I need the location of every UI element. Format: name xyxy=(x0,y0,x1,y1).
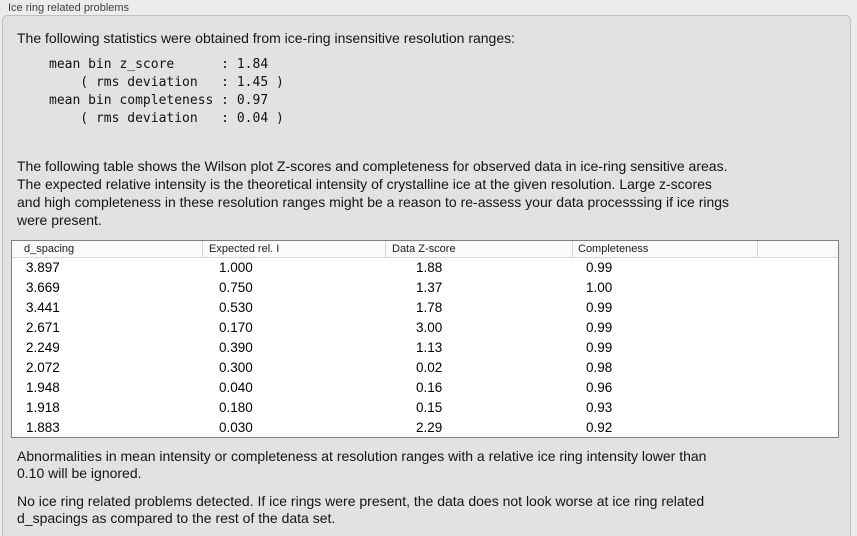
table-cell: 2.249 xyxy=(26,340,60,355)
table-cell xyxy=(758,318,838,338)
table-row[interactable]: 1.918 0.180 0.15 0.93 xyxy=(12,398,838,418)
table-row[interactable]: 3.897 1.000 1.88 0.99 xyxy=(12,258,838,278)
table-cell: 3.441 xyxy=(26,300,60,315)
table-cell: 0.040 xyxy=(219,380,253,395)
table-cell: 0.300 xyxy=(219,360,253,375)
table-cell: 0.530 xyxy=(219,300,253,315)
ignore-note-text: Abnormalities in mean intensity or compl… xyxy=(17,448,707,481)
table-cell: 1.37 xyxy=(416,280,443,295)
table-cell: 1.88 xyxy=(416,260,443,275)
table-cell: 2.671 xyxy=(26,320,60,335)
table-cell: 3.669 xyxy=(26,280,60,295)
ice-ring-table: d_spacing Expected rel. I Data Z-score C… xyxy=(11,240,839,438)
table-cell: 0.99 xyxy=(586,260,613,275)
table-cell: 1.918 xyxy=(26,400,60,415)
table-cell: 0.390 xyxy=(219,340,253,355)
table-cell: 0.180 xyxy=(219,400,253,415)
table-description-text: The following table shows the Wilson plo… xyxy=(17,158,730,228)
groupbox-title: Ice ring related problems xyxy=(8,2,130,14)
table-cell: 0.99 xyxy=(586,320,613,335)
table-cell: 0.02 xyxy=(416,360,443,375)
table-cell: 0.96 xyxy=(586,380,613,395)
table-cell xyxy=(758,398,838,418)
column-header-completeness[interactable]: Completeness xyxy=(573,241,758,257)
table-cell: 0.93 xyxy=(586,400,613,415)
table-row[interactable]: 3.669 0.750 1.37 1.00 xyxy=(12,278,838,298)
table-row[interactable]: 1.883 0.030 2.29 0.92 xyxy=(12,418,838,437)
table-cell xyxy=(758,378,838,398)
table-cell xyxy=(758,258,838,278)
table-cell: 0.030 xyxy=(219,420,253,435)
column-header-data-z-score[interactable]: Data Z-score xyxy=(386,241,573,257)
table-cell xyxy=(758,338,838,358)
table-cell xyxy=(758,278,838,298)
table-cell: 1.883 xyxy=(26,420,60,435)
table-cell: 0.15 xyxy=(416,400,443,415)
table-cell: 1.00 xyxy=(586,280,613,295)
table-row[interactable]: 3.441 0.530 1.78 0.99 xyxy=(12,298,838,318)
table-row[interactable]: 2.249 0.390 1.13 0.99 xyxy=(12,338,838,358)
table-row[interactable]: 1.948 0.040 0.16 0.96 xyxy=(12,378,838,398)
table-cell xyxy=(758,298,838,318)
table-cell: 1.000 xyxy=(219,260,253,275)
column-header-empty xyxy=(758,241,838,257)
table-row[interactable]: 2.072 0.300 0.02 0.98 xyxy=(12,358,838,378)
table-cell xyxy=(758,358,838,378)
table-body: 3.897 1.000 1.88 0.99 3.669 0.750 1.37 1.00 3.44… xyxy=(12,258,838,437)
table-cell: 2.072 xyxy=(26,360,60,375)
stats-summary-block: mean bin z_score : 1.84 ( rms deviation … xyxy=(49,57,284,126)
table-cell xyxy=(758,418,838,437)
table-cell: 1.13 xyxy=(416,340,443,355)
table-cell: 0.99 xyxy=(586,340,613,355)
table-cell: 3.897 xyxy=(26,260,60,275)
table-cell: 1.948 xyxy=(26,380,60,395)
stats-intro-text: The following statistics were obtained f… xyxy=(17,30,516,46)
table-cell: 0.750 xyxy=(219,280,253,295)
table-cell: 0.99 xyxy=(586,300,613,315)
table-cell: 0.98 xyxy=(586,360,613,375)
column-header-d-spacing[interactable]: d_spacing xyxy=(12,241,203,257)
table-cell: 0.92 xyxy=(586,420,613,435)
table-cell: 0.16 xyxy=(416,380,443,395)
table-row[interactable]: 2.671 0.170 3.00 0.99 xyxy=(12,318,838,338)
table-cell: 1.78 xyxy=(416,300,443,315)
table-header-row: d_spacing Expected rel. I Data Z-score C… xyxy=(12,241,838,258)
ice-ring-groupbox: The following statistics were obtained f… xyxy=(2,15,851,536)
table-cell: 0.170 xyxy=(219,320,253,335)
conclusion-text: No ice ring related problems detected. I… xyxy=(17,493,705,526)
table-cell: 2.29 xyxy=(416,420,443,435)
table-cell: 3.00 xyxy=(416,320,443,335)
column-header-expected-rel-i[interactable]: Expected rel. I xyxy=(203,241,386,257)
